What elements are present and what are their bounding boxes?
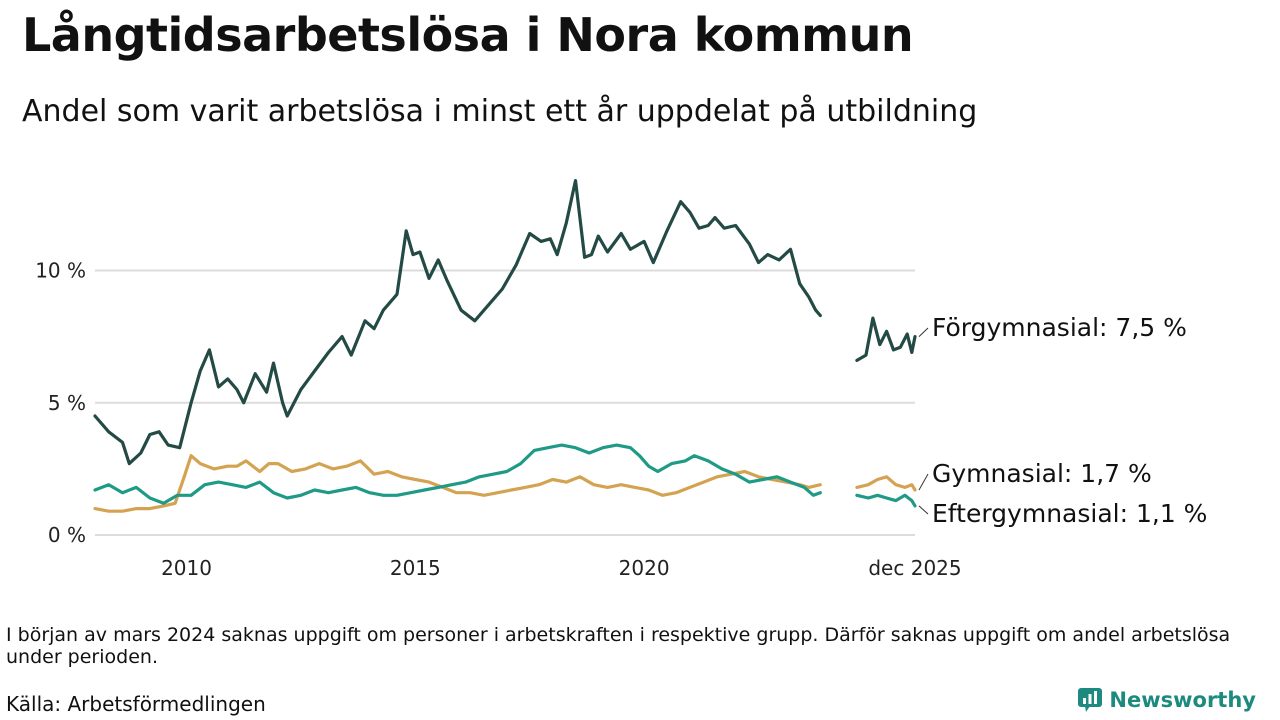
y-tick-label: 5 % (48, 391, 86, 415)
grid-lines (95, 269, 915, 536)
label-leader-line (918, 505, 929, 515)
label-leader-line (918, 327, 929, 337)
x-axis-ticks: 2010 2015 2020 dec 2025 (161, 556, 962, 580)
newsworthy-logo-icon (1078, 688, 1103, 712)
x-tick-label: 2020 (619, 556, 670, 580)
y-axis-ticks: 0 % 5 % 10 % (35, 259, 86, 547)
source-text: Källa: Arbetsförmedlingen (6, 692, 266, 716)
series-line-eftergymnasial-1 (855, 493, 917, 508)
series-line-förgymnasial-0 (93, 179, 822, 466)
series-end-labels: Förgymnasial: 7,5 % Gymnasial: 1,7 % Efter… (918, 313, 1207, 528)
y-tick-label: 10 % (35, 259, 86, 283)
series-lines (93, 179, 917, 513)
y-tick-label: 0 % (48, 523, 86, 547)
series-line-förgymnasial-1 (855, 316, 917, 362)
brand-name: Newsworthy (1109, 688, 1256, 712)
x-tick-label: 2015 (390, 556, 441, 580)
chart-title: Långtidsarbetslösa i Nora kommun (22, 8, 914, 62)
series-end-label: Eftergymnasial: 1,1 % (932, 499, 1207, 528)
newsworthy-logo: Newsworthy (1077, 687, 1256, 713)
footnote: I början av mars 2024 saknas uppgift om … (6, 624, 1231, 668)
series-line-gymnasial-1 (855, 475, 917, 492)
chart-subtitle: Andel som varit arbetslösa i minst ett å… (22, 94, 978, 129)
series-end-label: Förgymnasial: 7,5 % (932, 313, 1187, 342)
series-end-label: Gymnasial: 1,7 % (932, 459, 1152, 488)
label-leader-line (918, 473, 929, 491)
x-tick-label: dec 2025 (868, 556, 961, 580)
series-line-eftergymnasial-0 (93, 443, 822, 505)
line-chart: 0 % 5 % 10 % 2010 2015 2020 dec 2025 Förgymna… (35, 179, 1207, 580)
x-tick-label: 2010 (161, 556, 212, 580)
